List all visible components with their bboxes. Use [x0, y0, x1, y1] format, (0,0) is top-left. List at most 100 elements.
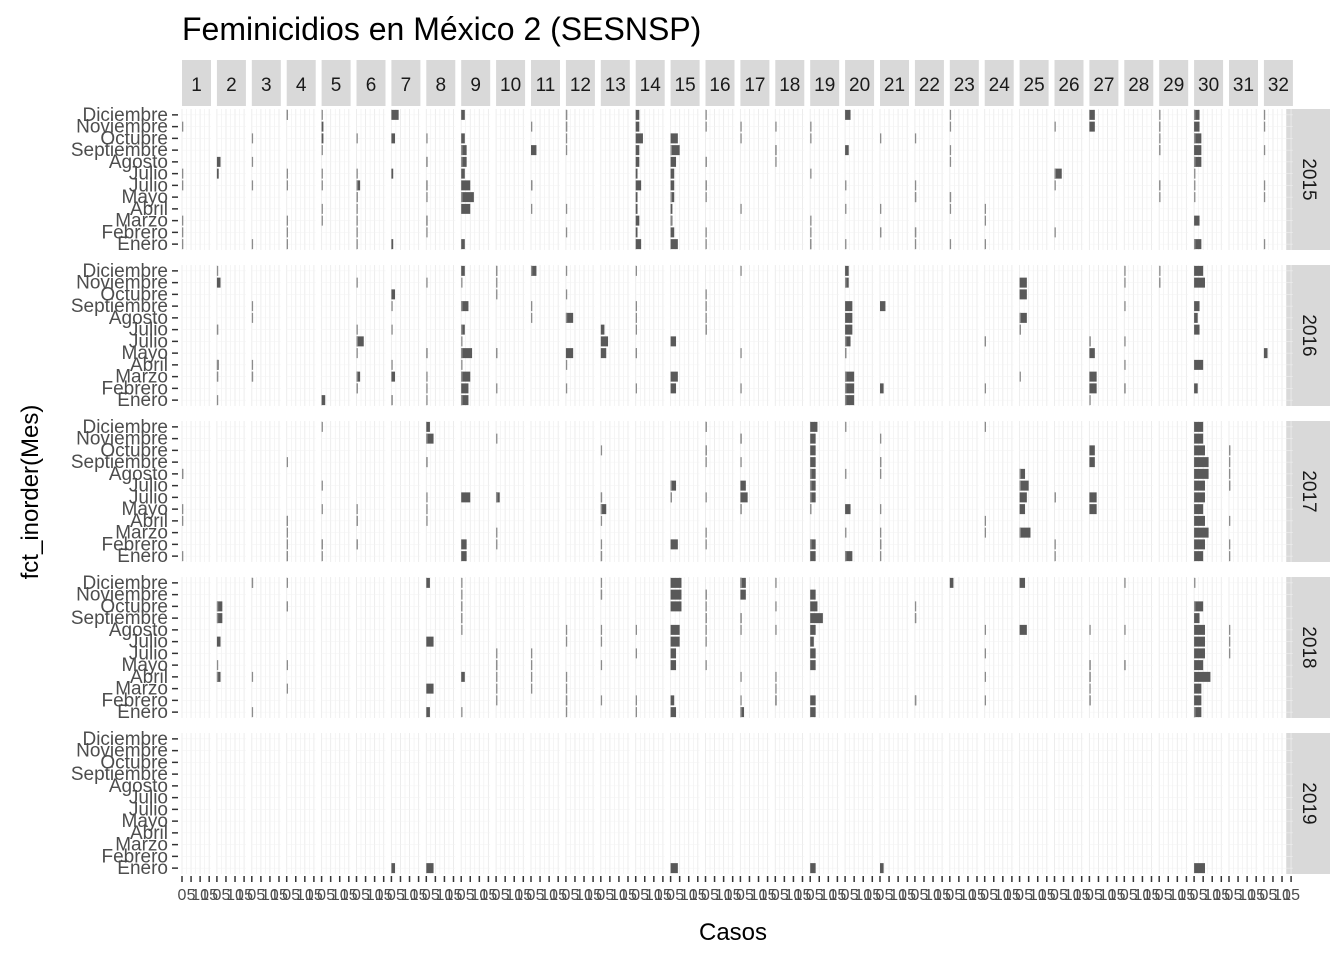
bar-small [810, 468, 812, 479]
bar-small [531, 683, 533, 694]
x-tick-label: 15 [898, 887, 916, 904]
panel [1019, 577, 1049, 718]
bar [635, 192, 638, 203]
bar [1194, 109, 1200, 120]
bar-small [286, 215, 288, 226]
x-tick-label: 5 [710, 887, 719, 904]
bar [1019, 577, 1026, 588]
bar-small [426, 277, 428, 288]
panel [844, 109, 875, 250]
bar [1019, 504, 1026, 515]
bar-small [635, 695, 637, 706]
bar [216, 601, 223, 612]
bar-small [705, 613, 707, 624]
panel [879, 421, 909, 562]
bar-small [1124, 577, 1126, 588]
y-tick-label: Agosto [109, 152, 168, 173]
column-strip-bg [845, 60, 875, 106]
panel [530, 109, 560, 250]
bar [845, 395, 855, 406]
bar-small [810, 539, 812, 550]
bar-small [949, 239, 952, 250]
column-strip-label: 7 [401, 75, 412, 96]
bar-small [216, 613, 219, 624]
x-tick-label: 10 [610, 887, 628, 904]
x-tick-label: 15 [445, 887, 463, 904]
bar-small [914, 227, 917, 238]
bar-small [1194, 707, 1196, 718]
bar-small [984, 215, 986, 226]
panel [495, 265, 526, 406]
bar [810, 433, 816, 444]
bar-small [914, 601, 917, 612]
panel [356, 421, 386, 562]
bar-small [705, 156, 707, 167]
bar-small [1263, 145, 1266, 156]
bar-small [775, 121, 777, 132]
bar [670, 695, 675, 706]
x-tick-label: 5 [1129, 887, 1138, 904]
column-strip-label: 32 [1268, 75, 1289, 96]
panel [530, 733, 560, 874]
bar-small [810, 492, 812, 503]
bar [670, 707, 677, 718]
column-strip-bg [775, 60, 805, 106]
panel [1088, 109, 1119, 250]
panel [809, 265, 840, 406]
panel [1123, 577, 1154, 718]
bar-small [565, 145, 568, 156]
x-tick-label: 0 [980, 887, 989, 904]
x-tick-label: 5 [989, 887, 998, 904]
x-tick-label: 0 [1015, 887, 1024, 904]
x-tick-label: 10 [924, 887, 942, 904]
x-tick-label: 5 [396, 887, 405, 904]
x-tick-label: 5 [745, 887, 754, 904]
x-tick-label: 0 [1225, 887, 1234, 904]
panel [321, 577, 351, 718]
x-tick-label: 15 [1247, 887, 1265, 904]
panel [1088, 733, 1119, 874]
bar-small [914, 180, 917, 191]
bar-small [705, 192, 707, 203]
bar [670, 601, 682, 612]
panel [705, 577, 735, 718]
panel [251, 421, 281, 562]
bar [670, 660, 677, 671]
panel [425, 109, 456, 250]
panel [1193, 265, 1224, 406]
bar [1019, 492, 1027, 503]
bar-small [1194, 601, 1196, 612]
x-tick-label: 10 [540, 887, 558, 904]
row-strip-label: 2015 [1298, 158, 1319, 200]
panel [774, 421, 805, 562]
column-strip-bg [182, 60, 211, 106]
x-tick-label: 0 [492, 887, 501, 904]
panel [216, 109, 246, 250]
bar-small [775, 671, 777, 682]
bar-small [880, 468, 882, 479]
bar [670, 239, 678, 250]
bar [461, 133, 465, 144]
panel [809, 421, 840, 562]
bar-small [1229, 480, 1231, 491]
panel [181, 109, 211, 250]
bar [1089, 121, 1095, 132]
y-tick-label: Mayo [122, 499, 168, 520]
y-tick-label: Septiembre [71, 452, 168, 473]
bar-small [984, 671, 986, 682]
bar-small [182, 239, 184, 250]
bar-small [565, 695, 568, 706]
bar [1019, 624, 1027, 635]
x-tick-label: 10 [959, 887, 977, 904]
bar-small [182, 504, 184, 515]
bar-small [216, 371, 219, 382]
bar [1194, 707, 1202, 718]
bar-small [1229, 445, 1231, 456]
bar-small [1054, 168, 1056, 179]
x-tick-label: 10 [226, 887, 244, 904]
panel [879, 577, 909, 718]
bar-small [1159, 109, 1161, 120]
x-tick-label: 0 [666, 887, 675, 904]
panel [1193, 109, 1224, 250]
bar-small [1159, 133, 1161, 144]
